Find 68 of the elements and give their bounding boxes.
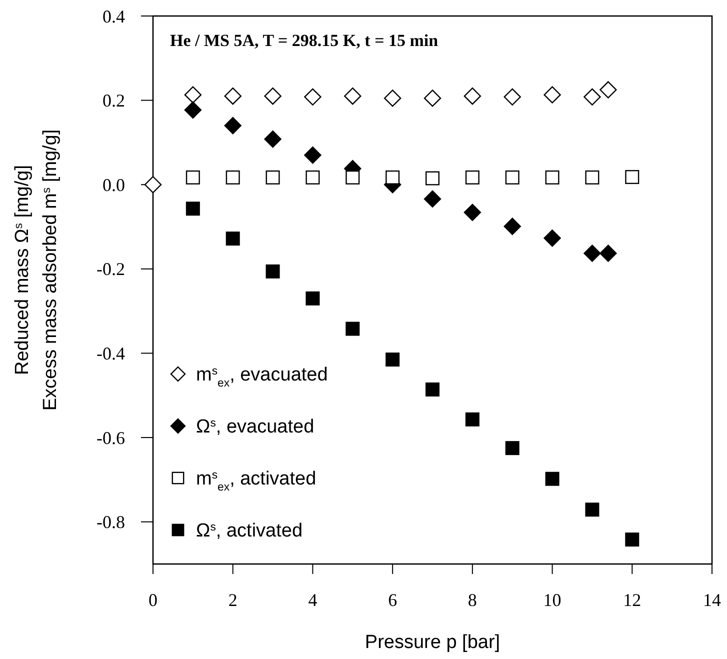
x-tick-label: 8 [468, 590, 477, 610]
point [306, 170, 320, 184]
legend-label: Ω$^{s}$, evacuated [196, 416, 314, 438]
point [465, 170, 480, 184]
x-tick-label: 10 [543, 590, 562, 610]
point [545, 170, 560, 184]
point [344, 87, 362, 105]
point [584, 244, 601, 262]
point [545, 472, 560, 486]
point [585, 170, 600, 184]
point [186, 202, 200, 216]
point [585, 502, 600, 517]
x-tick-label: 14 [703, 590, 721, 610]
legend-label: Ω$^{s}$, activated [196, 520, 303, 542]
x-tick-label: 12 [623, 590, 642, 610]
point [505, 170, 520, 184]
x-tick-label: 6 [388, 590, 398, 610]
x-tick-label: 2 [228, 590, 238, 610]
y-tick-label: -0.4 [96, 344, 125, 364]
point [600, 81, 617, 98]
point [224, 117, 242, 134]
point [504, 88, 521, 106]
point [504, 218, 521, 235]
point [304, 88, 322, 106]
point [505, 441, 520, 456]
point [184, 101, 202, 119]
x-tick-label: 0 [148, 590, 158, 610]
point [384, 90, 402, 107]
point [186, 170, 200, 184]
point [600, 244, 617, 262]
point [464, 204, 482, 222]
y-tick-label: 0.4 [102, 6, 125, 26]
point [266, 264, 280, 278]
point [264, 87, 282, 105]
point [544, 86, 561, 104]
y-tick-label: -0.6 [96, 428, 125, 448]
point [144, 176, 162, 194]
point [584, 88, 601, 106]
point [424, 190, 442, 208]
x-axis-title: Pressure p [bar] [364, 632, 500, 653]
point [346, 170, 360, 184]
point [424, 90, 442, 107]
point [426, 171, 440, 186]
y-tick-label: -0.8 [96, 512, 125, 532]
point [226, 170, 240, 184]
y-tick-label: -0.2 [96, 259, 125, 280]
x-tick-label: 4 [308, 590, 318, 610]
point [224, 87, 242, 105]
y-tick-label: 0.0 [102, 174, 125, 195]
legend-label: m$^{s}$$_{ex}$, evacuated [196, 364, 328, 390]
point [625, 170, 640, 184]
point [625, 532, 640, 547]
point [386, 352, 400, 367]
point [346, 322, 360, 336]
point [465, 412, 480, 426]
point [464, 87, 482, 105]
text: He / MS 5A, T = 298.15 K, t = 15 min [170, 31, 439, 50]
point [306, 291, 320, 306]
point [386, 170, 400, 184]
point [184, 86, 202, 104]
point [544, 230, 561, 247]
point [266, 170, 280, 184]
point [304, 146, 322, 164]
point [426, 382, 440, 396]
point [226, 232, 240, 246]
legend-label: m$^{s}$$_{ex}$, activated [196, 468, 316, 494]
point [264, 130, 282, 148]
y-tick-label: 0.2 [102, 90, 125, 111]
